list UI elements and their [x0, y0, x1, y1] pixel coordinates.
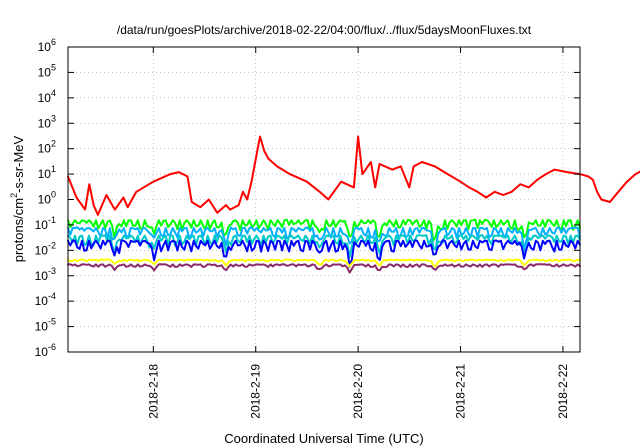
x-tick-label: 2018-2-22 — [556, 364, 570, 419]
band-line — [67, 233, 581, 258]
band-line — [67, 239, 581, 268]
chart-title: /data/run/goesPlots/archive/2018-02-22/0… — [117, 23, 532, 37]
y-tick-label: 105 — [38, 62, 56, 79]
ticks: 10-6 10-5 10-4 10-3 10-2 10-1 100 101 102 103 104 1… — [35, 37, 580, 419]
y-tick-label: 10-4 — [35, 291, 56, 308]
y-tick-label: 10-3 — [35, 266, 56, 283]
grid — [68, 47, 580, 352]
x-tick-label: 2018-2-21 — [454, 364, 468, 419]
band-line — [67, 226, 581, 251]
band-line — [67, 258, 581, 268]
y-tick-label: 10-6 — [35, 342, 56, 359]
series-group — [67, 135, 640, 274]
y-tick-label: 10-1 — [35, 215, 56, 232]
y-tick-label: 10-2 — [35, 240, 56, 257]
y-axis-label: protons/cm2-s-sr-MeV — [9, 135, 26, 262]
y-tick-label: 10-5 — [35, 317, 56, 334]
x-tick-label: 2018-2-19 — [249, 364, 263, 419]
y-tick-label: 102 — [38, 139, 56, 156]
series-line — [67, 135, 640, 216]
y-tick-label: 100 — [38, 190, 56, 207]
band-line — [67, 263, 581, 274]
x-axis-label: Coordinated Universal Time (UTC) — [224, 431, 423, 446]
y-tick-label: 104 — [38, 88, 56, 105]
y-tick-label: 103 — [38, 113, 56, 130]
x-tick-label: 2018-2-20 — [351, 364, 365, 419]
y-tick-label: 106 — [38, 37, 56, 54]
band-line — [67, 218, 581, 242]
y-tick-label: 101 — [38, 164, 56, 181]
x-tick-label: 2018-2-18 — [146, 364, 160, 419]
